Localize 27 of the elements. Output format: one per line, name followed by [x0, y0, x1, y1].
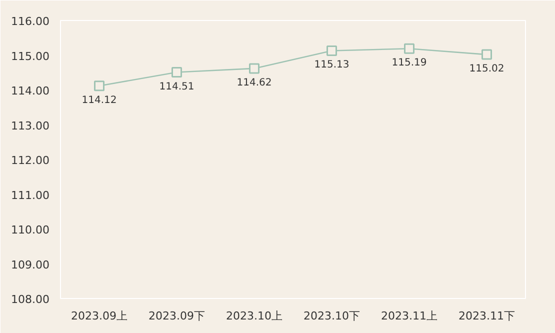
x-tick-label: 2023.09下: [148, 310, 206, 322]
point: [249, 63, 260, 74]
y-tick-label: 110.00: [11, 224, 50, 236]
y-tick-label: 115.00: [11, 50, 50, 63]
y-tick-label: 108.00: [11, 293, 50, 306]
y-tick-label: 116.00: [11, 15, 50, 28]
data-label: 114.12: [82, 94, 117, 106]
point: [94, 80, 104, 92]
point: [482, 49, 492, 60]
point: [172, 67, 182, 78]
data-label: 115.02: [469, 64, 504, 75]
x-tick-label: 2023.11上: [381, 310, 438, 322]
y-tick-label: 111.00: [11, 188, 50, 202]
data-label: 115.13: [314, 60, 350, 71]
data-label: 115.19: [392, 58, 427, 69]
x-tick-label: 2023.11下: [458, 310, 516, 322]
y-tick-label: 114.00: [11, 84, 50, 98]
y-tick-label: 112.00: [11, 154, 50, 167]
x-tick-label: 2023.10上: [226, 310, 283, 322]
data-label: 114.62: [236, 77, 272, 88]
x-tick-label: 2023.09上: [71, 310, 128, 322]
data-label: 114.51: [159, 81, 194, 92]
x-tick-label: 2023.10下: [304, 310, 360, 322]
point: [404, 43, 414, 54]
y-tick-label: 113.00: [11, 119, 50, 132]
point: [326, 45, 337, 56]
y-tick-label: 109.00: [11, 258, 50, 272]
